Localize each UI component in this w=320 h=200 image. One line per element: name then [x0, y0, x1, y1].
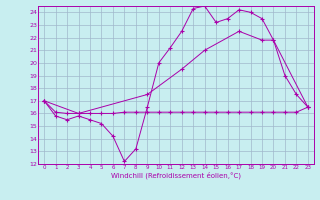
- X-axis label: Windchill (Refroidissement éolien,°C): Windchill (Refroidissement éolien,°C): [111, 172, 241, 179]
